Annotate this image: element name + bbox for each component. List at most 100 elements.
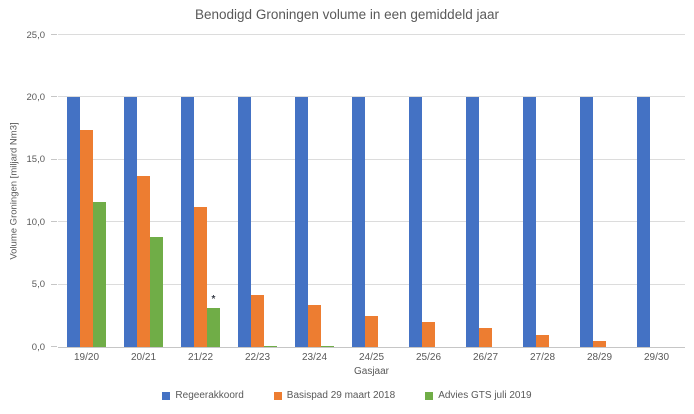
bar-group-23-24 (286, 35, 343, 347)
bar-group-24-25 (343, 35, 400, 347)
bar-group-29-30 (628, 35, 685, 347)
legend-label: Basispad 29 maart 2018 (286, 390, 396, 401)
bar-slot (264, 35, 277, 347)
bar-slot (422, 35, 435, 347)
bar-regeerakkoord (409, 97, 422, 347)
bar-slot (409, 35, 422, 347)
bar-slot (466, 35, 479, 347)
x-tick-label: 25/26 (415, 352, 442, 363)
x-tick-label: 29/30 (643, 352, 670, 363)
x-tick-label: 22/23 (244, 352, 271, 363)
bar-slot (523, 35, 536, 347)
bar-regeerakkoord (67, 97, 80, 347)
y-tick-mark (51, 34, 57, 35)
bar-regeerakkoord (238, 97, 251, 347)
bar-slot (251, 35, 264, 347)
legend-label: Regeerakkoord (175, 390, 244, 401)
bar-advies-gts-juli-2019 (321, 345, 334, 347)
bar-group-25-26 (400, 35, 457, 347)
bar-group-28-29 (571, 35, 628, 347)
bar-slot: * (207, 35, 220, 347)
bar-basispad-29-maart-2018 (308, 304, 321, 347)
bar-regeerakkoord (466, 97, 479, 347)
bar-slot (321, 35, 334, 347)
bar-group-21-22: * (172, 35, 229, 347)
gridline (58, 221, 685, 223)
legend: Regeerakkoord Basispad 29 maart 2018 Advie… (0, 390, 694, 401)
x-axis-labels: 19/20 20/21 21/22 22/23 23/24 24/25 25/26 26/27… (58, 352, 685, 363)
y-tick-mark (51, 283, 57, 285)
y-tick-mark (51, 158, 57, 160)
bar-slot (137, 35, 150, 347)
gridline (58, 158, 685, 160)
bar-basispad-29-maart-2018 (365, 315, 378, 347)
bar-regeerakkoord (580, 97, 593, 347)
bar-slot (124, 35, 137, 347)
bar-basispad-29-maart-2018 (593, 340, 606, 347)
bar-slot (181, 35, 194, 347)
bar-regeerakkoord (637, 97, 650, 347)
bar-slot (238, 35, 251, 347)
bar-group-22-23 (229, 35, 286, 347)
bar-basispad-29-maart-2018 (479, 328, 492, 347)
x-tick-label: 19/20 (73, 352, 100, 363)
x-tick-label: 21/22 (187, 352, 214, 363)
bar-slot (308, 35, 321, 347)
bar-slot (650, 35, 663, 347)
bar-slot (580, 35, 593, 347)
asterisk-annotation: * (211, 294, 216, 306)
bar-regeerakkoord (523, 97, 536, 347)
y-tick-label: 10,0 (26, 216, 46, 228)
chart-title: Benodigd Groningen volume in een gemidde… (195, 7, 499, 22)
bar-slot (549, 35, 562, 347)
y-tick-label: 0,0 (31, 341, 45, 353)
y-axis-ticks: 0,0 5,0 10,0 15,0 20,0 25,0 (0, 30, 58, 351)
bar-slot (479, 35, 492, 347)
bar-group-20-21 (115, 35, 172, 347)
legend-item-advies-gts-juli-2019: Advies GTS juli 2019 (425, 390, 532, 401)
bar-slot (194, 35, 207, 347)
y-tick-mark (51, 346, 57, 347)
bar-slot (295, 35, 308, 347)
bar-slot (150, 35, 163, 347)
bar-basispad-29-maart-2018 (80, 129, 93, 347)
y-tick-label: 20,0 (26, 91, 46, 103)
gridline (58, 96, 685, 98)
bar-slot (93, 35, 106, 347)
bar-regeerakkoord (295, 97, 308, 347)
bar-regeerakkoord (181, 97, 194, 347)
bar-advies-gts-juli-2019 (150, 237, 163, 347)
bar-slot (606, 35, 619, 347)
bar-slot (378, 35, 391, 347)
bar-slot (637, 35, 650, 347)
bar-slot (536, 35, 549, 347)
legend-item-basispad-29-maart-2018: Basispad 29 maart 2018 (273, 390, 396, 401)
bar-basispad-29-maart-2018 (422, 322, 435, 347)
x-tick-label: 23/24 (301, 352, 328, 363)
y-tick-label: 15,0 (26, 154, 46, 166)
bar-slot (663, 35, 676, 347)
bar-slot (435, 35, 448, 347)
legend-label: Advies GTS juli 2019 (438, 390, 532, 401)
legend-swatch-icon (162, 391, 171, 400)
gridline (58, 283, 685, 285)
bar-basispad-29-maart-2018 (194, 207, 207, 347)
x-tick-label: 28/29 (586, 352, 613, 363)
bar-basispad-29-maart-2018 (251, 294, 264, 347)
bar-group-27-28 (514, 35, 571, 347)
bar-advies-gts-juli-2019 (207, 308, 220, 347)
x-tick-label: 20/21 (130, 352, 157, 363)
bar-advies-gts-juli-2019 (264, 345, 277, 347)
y-tick-mark (51, 96, 57, 98)
bar-regeerakkoord (352, 97, 365, 347)
bar-regeerakkoord (124, 97, 137, 347)
legend-item-regeerakkoord: Regeerakkoord (162, 390, 244, 401)
bar-groups: * (58, 35, 685, 347)
x-tick-label: 27/28 (529, 352, 556, 363)
legend-swatch-icon (425, 391, 434, 400)
bar-slot (365, 35, 378, 347)
bar-slot (80, 35, 93, 347)
x-tick-label: 24/25 (358, 352, 385, 363)
bar-slot (593, 35, 606, 347)
